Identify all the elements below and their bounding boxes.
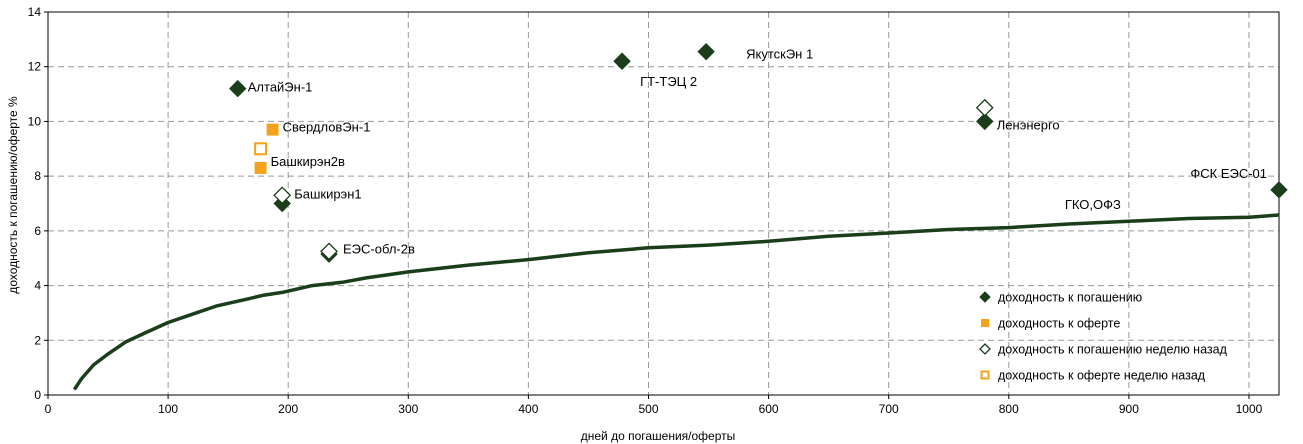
diamond-filled-marker <box>697 42 715 61</box>
legend-label: доходность к оферте <box>998 317 1120 331</box>
legend-marker <box>979 291 991 303</box>
plot-area <box>47 11 1280 396</box>
y-tick-label: 8 <box>34 169 41 183</box>
diamond-open-marker <box>273 186 292 205</box>
diamond-open-marker <box>320 242 338 261</box>
point-label: ЯкутскЭн 1 <box>746 47 813 62</box>
square-filled-marker <box>254 161 267 174</box>
legend: доходность к погашению доходность к оферт… <box>979 291 1228 383</box>
legend-marker <box>979 343 991 355</box>
square-filled-marker <box>266 123 279 136</box>
legend-marker <box>980 318 990 328</box>
diamond-filled-marker <box>613 52 631 70</box>
gko-ofz-curve-group: ГКО,ОФЗ <box>72 197 1280 391</box>
x-tick-label: 800 <box>999 402 1019 416</box>
point-label: СвердловЭн-1 <box>283 120 371 135</box>
point-label: ГТ-ТЭЦ 2 <box>640 74 697 89</box>
point-label: Ленэнерго <box>997 117 1060 132</box>
x-tick-label: 1000 <box>1236 402 1263 416</box>
square-open-marker <box>254 142 268 156</box>
x-tick-label: 0 <box>45 402 52 416</box>
y-tick-label: 0 <box>34 388 41 402</box>
y-tick-label: 12 <box>28 60 42 74</box>
x-tick-label: 200 <box>278 402 298 416</box>
diamond-filled-marker <box>1270 181 1288 199</box>
y-tick-label: 4 <box>34 279 41 293</box>
diamond-filled-marker <box>229 79 247 98</box>
y-tick-label: 6 <box>34 224 41 238</box>
point-label: Башкирэн2в <box>271 154 345 169</box>
x-tick-label: 400 <box>518 402 538 416</box>
y-tick-label: 14 <box>28 5 42 19</box>
y-tick-label: 2 <box>34 333 41 347</box>
point-label: ФСК ЕЭС-01 <box>1190 166 1267 181</box>
diamond-filled-marker <box>976 112 994 131</box>
legend-marker <box>980 370 990 380</box>
x-axis-label: дней до погашения/оферты <box>581 429 736 443</box>
curve-label: ГКО,ОФЗ <box>1065 197 1121 212</box>
point-label: АлтайЭн-1 <box>248 80 313 95</box>
legend-label: доходность к погашению неделю назад <box>998 343 1228 357</box>
y-axis-label: доходность к погашению/оферте % <box>6 96 20 294</box>
grid <box>48 12 1279 395</box>
gko-ofz-curve <box>72 213 1280 391</box>
x-tick-label: 600 <box>759 402 779 416</box>
legend-label: доходность к погашению <box>998 291 1142 305</box>
x-tick-label: 700 <box>879 402 899 416</box>
diamond-open-marker <box>975 98 994 117</box>
x-tick-label: 100 <box>158 402 178 416</box>
point-label: Башкирэн1 <box>294 186 361 201</box>
point-label: ЕЭС-обл-2в <box>343 241 415 256</box>
x-tick-label: 300 <box>398 402 418 416</box>
x-tick-label: 900 <box>1119 402 1139 416</box>
legend-label: доходность к оферте неделю назад <box>998 369 1206 383</box>
axis-ticks: 0 100 200 300 400 500 600 700 800 900 1000 0 2 4 6 8 10 1… <box>28 5 1263 416</box>
y-tick-label: 10 <box>28 114 42 128</box>
data-points: АлтайЭн-1 ГТ-ТЭЦ 2 ЯкутскЭн 1 Ленэнерго ФСК … <box>229 42 1288 263</box>
x-tick-label: 500 <box>638 402 658 416</box>
